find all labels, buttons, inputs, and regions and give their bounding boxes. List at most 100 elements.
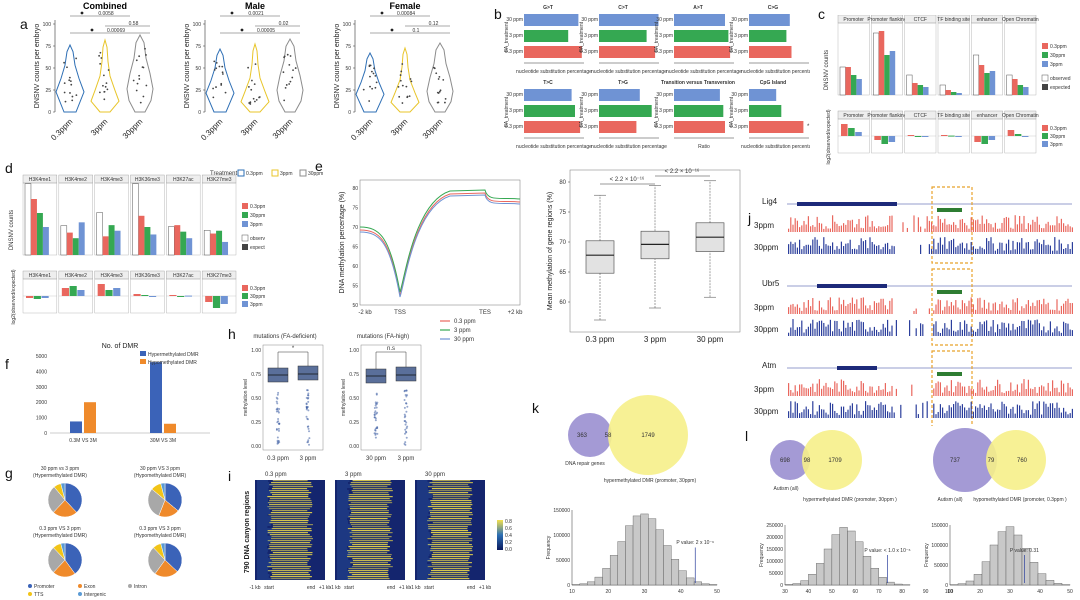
methylation-bar — [827, 245, 829, 254]
legend-label: 30ppm — [1050, 53, 1065, 59]
heatmap-row — [271, 528, 312, 530]
heatmap-row — [267, 502, 312, 504]
x-tick-label: 30 — [782, 589, 788, 595]
methylation-bar — [843, 246, 845, 254]
y-tick-label: 200000 — [766, 535, 783, 541]
heatmap-flank — [337, 496, 350, 498]
scale-label: 0.8 — [505, 519, 512, 525]
data-point — [69, 80, 72, 82]
methylation-bar — [834, 381, 836, 396]
y-axis-label: FA_treatment — [579, 21, 585, 52]
pie-slice — [160, 542, 166, 561]
ratio-bar — [205, 296, 213, 302]
outlier-point — [307, 440, 310, 443]
methylation-bar — [812, 298, 814, 314]
svg-text:0.3ppm: 0.3ppm — [246, 171, 263, 177]
heatmap-row — [347, 528, 392, 530]
outlier-point — [275, 396, 278, 399]
methylation-bar — [1047, 330, 1049, 336]
methylation-bar — [794, 242, 796, 254]
y-axis-label: Mean methylation of gene regions (%) — [547, 192, 554, 310]
legend-label: 3 ppm — [454, 328, 471, 334]
hist-bar — [862, 555, 872, 586]
methylation-bar — [840, 241, 842, 254]
data-point — [254, 100, 256, 103]
methylation-bar — [1010, 330, 1012, 336]
substitution-bar — [749, 46, 792, 58]
outlier-point — [403, 399, 406, 402]
methylation-bar — [994, 302, 996, 314]
methylation-bar — [1014, 329, 1016, 336]
pie-title: (Hypomethylated DMR) — [134, 473, 187, 479]
heatmap-row — [432, 496, 471, 498]
y-tick-label: 100 — [43, 22, 52, 28]
methylation-bar — [966, 225, 968, 232]
x-axis-label: nucleotide substitution percentage — [591, 69, 667, 75]
ratio-bar — [1014, 134, 1022, 136]
methylation-bar — [801, 225, 803, 232]
ratio-bar — [848, 128, 855, 136]
heatmap-flank — [417, 536, 431, 538]
methylation-bar — [1012, 406, 1014, 418]
data-point — [437, 101, 440, 104]
heatmap-row — [269, 534, 310, 536]
methylation-bar — [942, 244, 944, 254]
heatmap-flank — [337, 550, 351, 552]
methylation-bar — [1052, 250, 1054, 254]
methylation-bar — [801, 310, 803, 314]
outlier-point — [406, 405, 409, 408]
outlier-point — [277, 391, 280, 394]
x-tick-label: 50 — [714, 589, 720, 595]
methylation-bar — [847, 322, 849, 336]
methylation-bar — [1065, 392, 1067, 396]
methylation-bar — [1063, 383, 1065, 396]
heatmap-row — [271, 572, 309, 574]
heatmap-flank — [417, 542, 431, 544]
y-tick-label: 150000 — [931, 523, 948, 529]
substitution-bar — [524, 30, 569, 42]
subplot-title: CpG Island — [760, 80, 786, 86]
y-tick-label: 0 — [348, 110, 351, 116]
methylation-bar — [823, 409, 825, 418]
heatmap-row — [269, 556, 308, 558]
heatmap-row — [270, 520, 309, 522]
methylation-bar — [845, 411, 847, 418]
level-label: 0.3 ppm — [655, 124, 673, 130]
dmr-bar — [150, 362, 162, 433]
methylation-bar — [1058, 392, 1060, 396]
observed-bar — [856, 79, 862, 95]
heatmap-row — [348, 494, 390, 496]
methylation-bar — [823, 385, 825, 396]
y-tick-label: 0.00 — [349, 444, 359, 450]
data-point — [438, 75, 441, 78]
data-point — [71, 99, 74, 102]
x-tick-label: 60 — [853, 589, 859, 595]
methylation-bar — [988, 330, 990, 336]
observed-bar — [186, 238, 193, 255]
data-point — [102, 74, 105, 77]
methylation-bar — [964, 320, 966, 336]
methylation-bar — [928, 244, 930, 254]
methylation-bar — [1012, 323, 1014, 336]
hist-bar — [602, 568, 611, 586]
methylation-bar — [816, 411, 818, 418]
heatmap-row — [427, 578, 470, 580]
methylation-bar — [860, 381, 862, 396]
level-label: 3 ppm — [509, 108, 523, 114]
pie-slice — [164, 482, 183, 512]
outlier-point — [277, 439, 280, 442]
methylation-bar — [1014, 413, 1016, 418]
methylation-bar — [873, 407, 875, 418]
venn-circle-right — [986, 430, 1046, 490]
x-tick-label: 50 — [829, 589, 835, 595]
y-axis-label: DNSNV counts — [9, 210, 15, 250]
methylation-bar — [1056, 299, 1058, 314]
methylation-bar — [856, 386, 858, 396]
observed-bar — [216, 230, 223, 255]
heatmap-flank — [417, 574, 428, 576]
methylation-bar — [939, 382, 941, 396]
venn-count: 698 — [780, 458, 791, 464]
methylation-bar — [1025, 228, 1027, 232]
